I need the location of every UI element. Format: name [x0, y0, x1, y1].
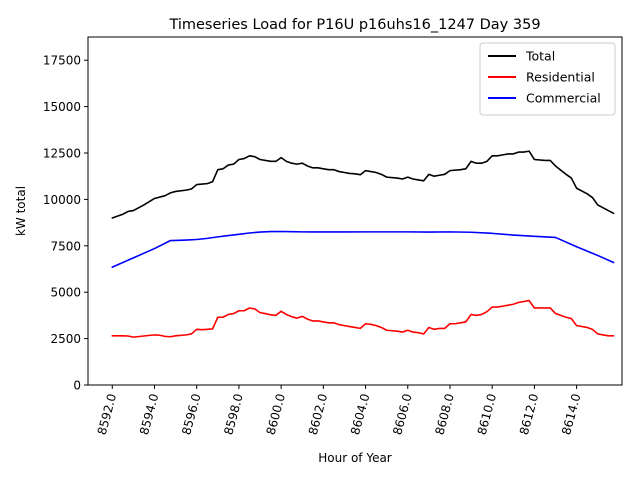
series-line-total	[111, 150, 615, 219]
y-tick-label: 7500	[50, 239, 81, 253]
y-tick-label: 15000	[43, 100, 81, 114]
y-tick-label: 2500	[50, 332, 81, 346]
y-tick-label: 5000	[50, 286, 81, 300]
chart-title: Timeseries Load for P16U p16uhs16_1247 D…	[168, 17, 540, 33]
legend: Total Residential Commercial	[479, 42, 616, 116]
y-tick-label: 12500	[43, 147, 81, 161]
plot-frame	[87, 36, 623, 386]
series-layer	[111, 150, 615, 338]
legend-label-commercial: Commercial	[526, 91, 601, 106]
legend-label-total: Total	[525, 49, 555, 64]
legend-label-residential: Residential	[526, 70, 595, 85]
series-line-commercial	[111, 230, 615, 268]
y-tick-label: 10000	[43, 193, 81, 207]
y-axis: 0 2500 5000 7500 10000 12500 15000 17500	[43, 54, 88, 393]
y-tick-label: 0	[73, 379, 81, 393]
y-tick-label: 17500	[43, 54, 81, 68]
y-axis-title: kW total	[14, 186, 28, 236]
series-line-residential	[111, 299, 615, 338]
x-axis-title: Hour of Year	[318, 451, 392, 465]
